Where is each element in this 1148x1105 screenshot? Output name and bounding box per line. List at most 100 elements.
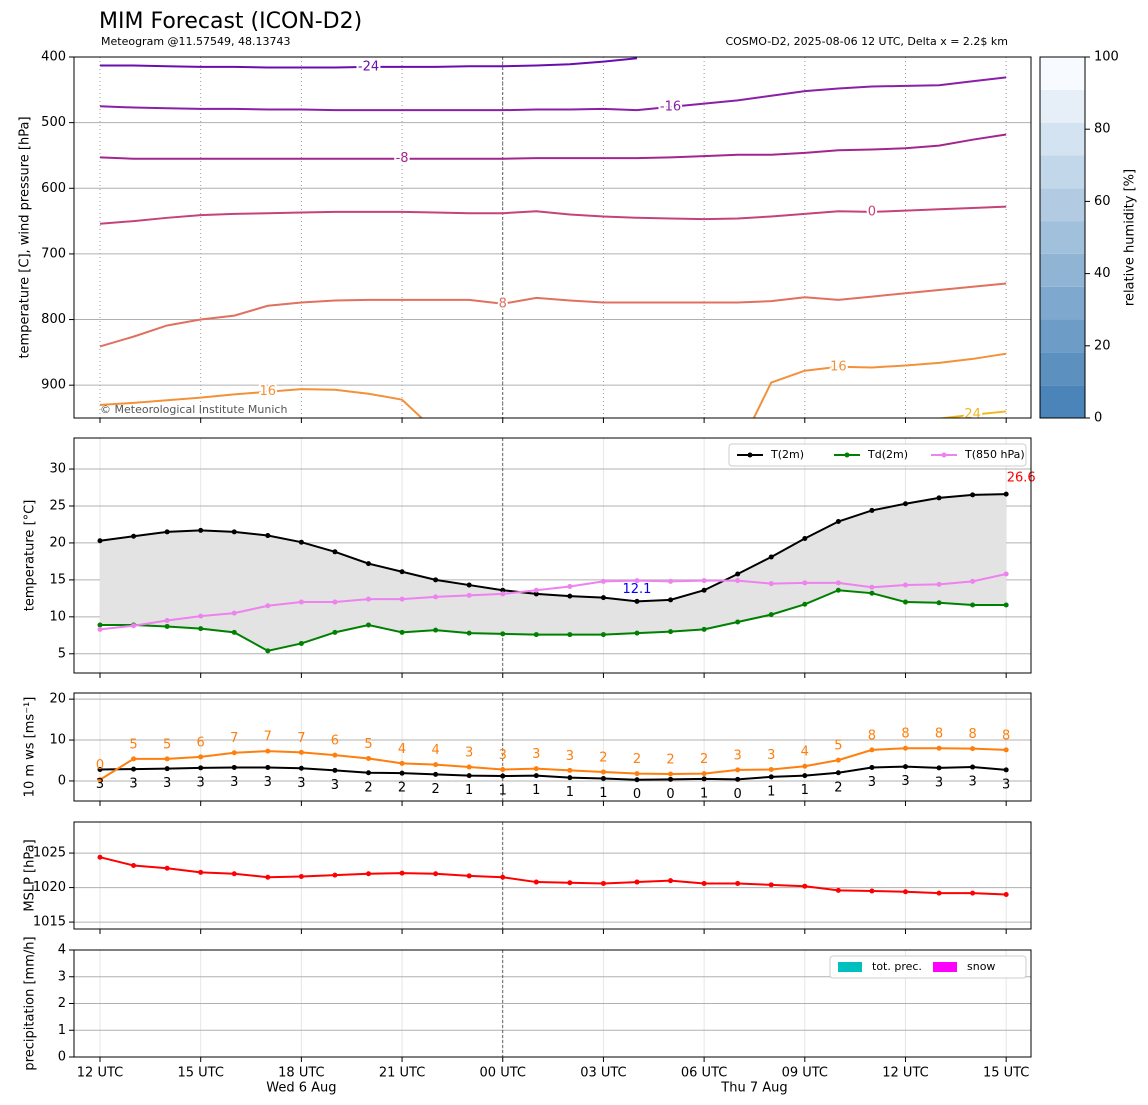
data-label: 5 xyxy=(834,739,842,754)
data-point xyxy=(265,533,271,539)
y-tick-label: 700 xyxy=(41,246,66,261)
plot-area: -24 -16 -8 0 8 16 16 24 xyxy=(74,57,1031,418)
legend-swatch xyxy=(838,962,862,972)
legend-label: T(850 hPa) xyxy=(964,448,1025,461)
data-point xyxy=(835,519,841,525)
contour-line xyxy=(99,76,1007,112)
data-point xyxy=(298,640,304,646)
data-point xyxy=(600,595,606,601)
data-point xyxy=(231,764,237,770)
data-point xyxy=(869,888,875,894)
data-point xyxy=(869,764,875,770)
data-point xyxy=(835,580,841,586)
contour-label: -8 xyxy=(396,151,409,166)
plot-area xyxy=(74,822,1031,929)
data-point xyxy=(298,874,304,880)
panel-frame xyxy=(73,56,1032,419)
contour-line xyxy=(99,282,1007,348)
data-label: 0 xyxy=(633,787,641,802)
data-point xyxy=(768,581,774,587)
y-tick-label: 400 xyxy=(41,50,66,65)
data-label: 3 xyxy=(129,777,137,792)
data-point xyxy=(97,538,103,544)
data-point xyxy=(735,767,741,773)
series-line xyxy=(99,493,1007,603)
data-point xyxy=(668,776,674,782)
data-point xyxy=(668,878,674,884)
data-point xyxy=(902,582,908,588)
x-tick-label: 12 UTC xyxy=(77,1066,123,1081)
data-point xyxy=(533,773,539,779)
data-label: 2 xyxy=(364,780,372,795)
data-point xyxy=(399,760,405,766)
y-tick-label: 1 xyxy=(58,1023,66,1038)
data-label: 3 xyxy=(331,778,339,793)
series-line xyxy=(100,589,1007,652)
data-point xyxy=(97,622,103,628)
data-point xyxy=(500,773,506,779)
data-point xyxy=(298,749,304,755)
x-tick-label: 06 UTC xyxy=(681,1066,727,1081)
data-point xyxy=(164,618,170,624)
contour-line xyxy=(100,57,638,69)
data-label: 7 xyxy=(297,731,305,746)
data-point xyxy=(399,870,405,876)
colorbar-tick-label: 20 xyxy=(1094,338,1111,353)
data-label: 2 xyxy=(666,753,674,768)
data-point xyxy=(970,890,976,896)
y-tick-label: 30 xyxy=(49,462,66,477)
x-tick-label: 15 UTC xyxy=(983,1066,1029,1081)
data-point xyxy=(399,596,405,602)
data-point xyxy=(970,764,976,770)
data-point xyxy=(835,757,841,763)
data-point xyxy=(466,773,472,779)
legend-label: Td(2m) xyxy=(867,448,908,461)
contour-label: 16 xyxy=(260,384,277,399)
contour-label: 8 xyxy=(499,296,507,311)
data-point xyxy=(500,587,506,593)
data-point xyxy=(902,599,908,605)
data-point xyxy=(869,584,875,590)
data-label: 3 xyxy=(767,748,775,763)
data-label: 5 xyxy=(129,737,137,752)
data-point xyxy=(265,603,271,609)
data-label: 1 xyxy=(801,783,809,798)
data-point xyxy=(97,767,103,772)
data-label: 3 xyxy=(163,776,171,791)
data-point xyxy=(835,887,841,893)
data-label: 7 xyxy=(230,731,238,746)
data-point xyxy=(466,592,472,598)
y-tick-label: 600 xyxy=(41,181,66,196)
y-tick-label: 25 xyxy=(49,498,66,513)
data-label: 1 xyxy=(465,783,473,798)
x-tick-label: 21 UTC xyxy=(379,1066,425,1081)
colorbar-frame xyxy=(1039,56,1086,419)
data-point xyxy=(131,862,137,868)
data-point xyxy=(701,578,707,584)
y-tick-label: 10 xyxy=(49,733,66,748)
data-point xyxy=(366,596,372,602)
colorbar-tick-label: 80 xyxy=(1094,122,1111,137)
data-point xyxy=(802,773,808,779)
data-label: 5 xyxy=(364,737,372,752)
data-label: 1 xyxy=(767,784,775,799)
x-tick-label: 12 UTC xyxy=(882,1066,928,1081)
data-point xyxy=(936,765,942,771)
data-point xyxy=(936,745,942,751)
y-tick-label: 10 xyxy=(49,609,66,624)
data-point xyxy=(600,632,606,638)
data-point xyxy=(970,602,976,608)
data-point xyxy=(265,748,271,754)
y-tick-label: 3 xyxy=(58,969,66,984)
data-label: 0 xyxy=(734,787,742,802)
data-point xyxy=(1003,767,1009,773)
data-point xyxy=(600,578,606,584)
y-axis-label: 10 m ws [ms⁻¹] xyxy=(23,697,38,798)
data-label: 0 xyxy=(666,787,674,802)
data-point xyxy=(198,765,204,771)
data-point xyxy=(466,764,472,770)
data-point xyxy=(332,629,338,635)
contour-label: -16 xyxy=(660,99,681,114)
panel-frame xyxy=(73,692,1032,802)
data-point xyxy=(265,648,271,654)
